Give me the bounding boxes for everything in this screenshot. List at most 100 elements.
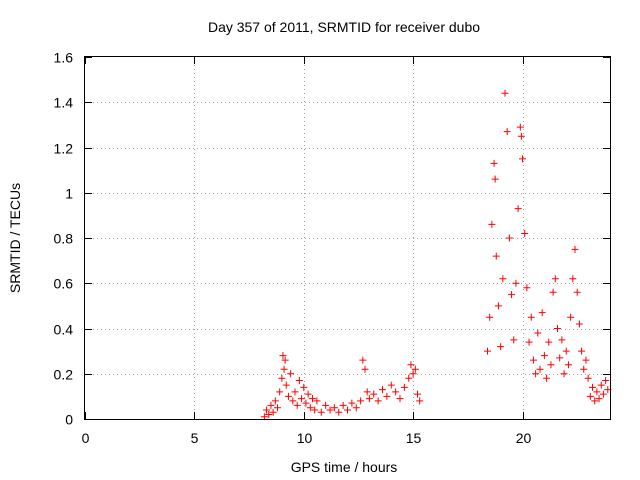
data-point (309, 395, 316, 403)
data-point (523, 284, 531, 292)
data-point (499, 275, 507, 283)
y-axis: 0 0.2 0.4 0.6 0.8 1 1.2 1.4 1.6 (54, 50, 610, 428)
data-point (558, 336, 566, 344)
data-point (562, 347, 570, 355)
data-point (276, 388, 284, 396)
data-point (516, 123, 524, 131)
data-point (491, 175, 499, 183)
data-point (554, 325, 561, 332)
x-tick-label: 10 (297, 430, 313, 446)
data-point (494, 302, 502, 310)
x-tick-label: 20 (516, 430, 532, 446)
data-point (289, 397, 297, 405)
data-point (269, 408, 277, 416)
y-tick-label: 0.2 (54, 367, 74, 383)
data-point (521, 229, 529, 237)
data-point (501, 89, 509, 97)
x-tick-label: 5 (191, 430, 199, 446)
data-point (569, 275, 577, 283)
y-tick-label: 1.6 (54, 50, 74, 66)
data-point (348, 399, 356, 407)
y-tick-label: 0.8 (54, 231, 74, 247)
data-point (547, 361, 555, 369)
data-point (411, 365, 419, 373)
data-point (575, 320, 583, 328)
data-point (414, 390, 421, 398)
data-point (545, 338, 553, 346)
y-tick-label: 0.4 (54, 322, 74, 338)
data-point (405, 374, 413, 382)
data-point (599, 390, 607, 398)
data-point (317, 408, 325, 416)
data-point (298, 395, 306, 403)
data-point (582, 356, 590, 364)
data-point (379, 386, 386, 394)
x-tick-label: 0 (82, 430, 90, 446)
data-point (284, 392, 292, 400)
data-point (508, 291, 516, 299)
data-point (492, 252, 500, 260)
data-point (281, 356, 289, 364)
data-point (322, 401, 330, 409)
data-point (586, 392, 594, 400)
data-point (267, 401, 275, 409)
data-point (584, 374, 592, 382)
data-point (279, 352, 287, 360)
y-tick-label: 1 (65, 186, 73, 202)
data-point (357, 397, 365, 405)
data-point (571, 245, 579, 253)
data-point (409, 370, 417, 378)
data-point (274, 404, 281, 412)
data-point (512, 279, 520, 287)
data-point (300, 383, 308, 391)
y-tick-label: 0.6 (54, 276, 74, 292)
x-tick-label: 15 (406, 430, 422, 446)
x-axis: 0 5 10 15 20 (82, 57, 532, 446)
data-point (527, 313, 535, 321)
data-point (407, 361, 415, 369)
data-point (293, 401, 301, 409)
data-point (339, 401, 347, 409)
data-point (365, 395, 373, 403)
data-point (538, 309, 546, 317)
data-point (383, 392, 391, 400)
data-point (263, 406, 271, 414)
data-point (416, 397, 424, 405)
data-point (556, 354, 564, 362)
data-point (510, 336, 518, 344)
data-point (602, 377, 610, 385)
data-point (578, 347, 586, 355)
data-point (497, 343, 505, 351)
data-point (560, 370, 568, 378)
data-point (361, 365, 369, 373)
data-point (503, 128, 511, 136)
data-point (302, 399, 310, 407)
y-tick-label: 0 (65, 412, 73, 428)
y-tick-label: 1.4 (54, 95, 74, 111)
data-point (359, 356, 367, 364)
data-point (291, 388, 299, 396)
chart-title: Day 357 of 2011, SRMTID for receiver dub… (208, 19, 480, 35)
data-point (400, 383, 408, 391)
data-point (532, 370, 540, 378)
x-axis-title: GPS time / hours (291, 459, 398, 475)
data-point (551, 275, 559, 283)
data-point (392, 388, 400, 396)
data-point (595, 395, 603, 403)
data-point (573, 288, 581, 296)
data-point (271, 397, 279, 405)
data-point (525, 338, 533, 346)
data-point (514, 205, 522, 213)
data-point (589, 383, 596, 391)
y-tick-label: 1.2 (54, 141, 74, 157)
data-point (488, 220, 496, 228)
data-point (534, 329, 542, 337)
data-point (540, 352, 548, 360)
data-point (335, 408, 343, 416)
data-point (505, 234, 513, 242)
data-point (543, 374, 551, 382)
y-axis-title: SRMTID / TECUs (7, 183, 23, 293)
plot-frame (84, 56, 611, 420)
data-point (370, 390, 378, 398)
